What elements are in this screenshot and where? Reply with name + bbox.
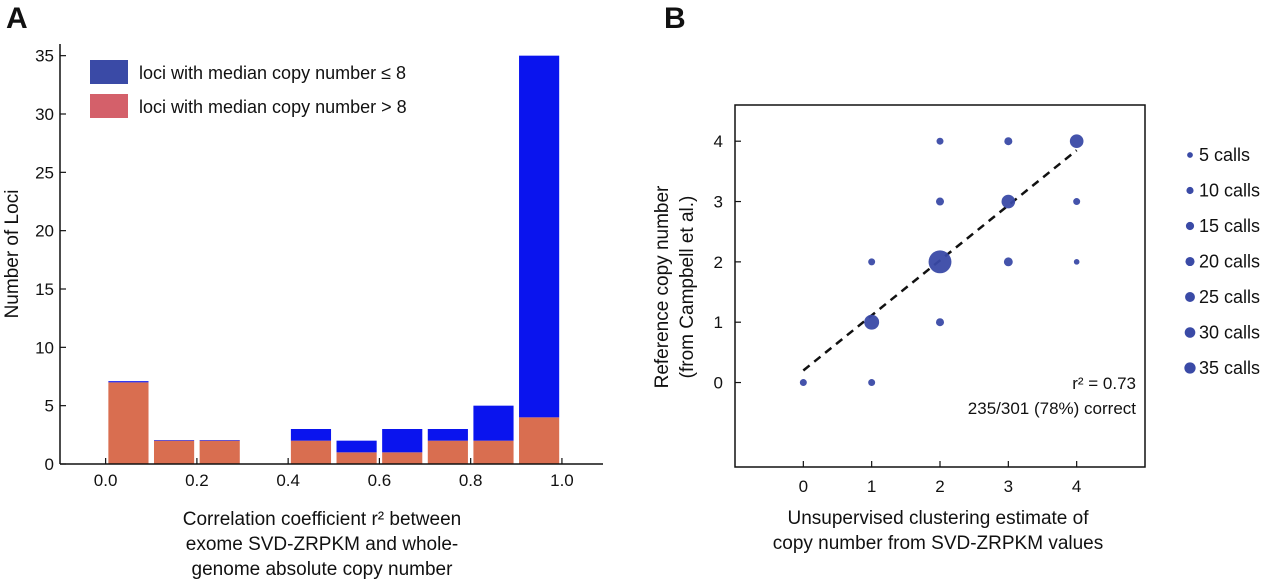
- histogram-x-axis-label-line-2: exome SVD-ZRPKM and whole-: [186, 534, 458, 555]
- bar-low-copy-0.1: [153, 440, 195, 441]
- bar-high-copy-0.7: [427, 440, 468, 464]
- bar-high-copy-0.1: [153, 440, 195, 464]
- size-legend-marker: [1185, 292, 1195, 302]
- bar-low-copy-0.4: [290, 429, 332, 441]
- point-0-0: [799, 379, 807, 387]
- size-legend-label: 35 calls: [1199, 358, 1260, 378]
- histogram-x-axis-label-line-1: Correlation coefficient r² between: [183, 509, 461, 530]
- histogram-y-tick-label: 0: [45, 455, 54, 474]
- bar-low-copy-0.0: [108, 381, 149, 383]
- size-legend-marker: [1184, 362, 1196, 374]
- point-1-1: [864, 314, 880, 330]
- scatter-y-axis-label-line-2: (from Campbell et al.): [677, 196, 698, 379]
- point-3-2: [1003, 257, 1013, 267]
- histogram-x-ticks: 0.0 0.2 0.4 0.6 0.8 1.0: [94, 458, 574, 490]
- point-2-2: [928, 250, 952, 274]
- legend-label-high-copy: loci with median copy number > 8: [139, 97, 407, 117]
- point-4-3: [1073, 198, 1081, 206]
- size-legend-label: 20 calls: [1199, 252, 1260, 272]
- histogram-y-tick-label: 10: [35, 338, 54, 357]
- point-4-4: [1069, 134, 1084, 149]
- scatter-x-axis-label-line-1: Unsupervised clustering estimate of: [788, 508, 1090, 529]
- scatter-y-tick-label: 2: [714, 253, 723, 272]
- size-legend-marker: [1185, 221, 1195, 231]
- point-1-0: [868, 379, 876, 387]
- histogram-y-tick-label: 35: [35, 47, 54, 66]
- panel-a-label: A: [6, 2, 28, 35]
- histogram-y-tick-label: 20: [35, 222, 54, 241]
- size-legend-label: 5 calls: [1199, 145, 1250, 165]
- size-legend: 5 calls 10 calls 15 calls 20 calls 25 calls 3…: [1184, 145, 1260, 378]
- legend-label-low-copy: loci with median copy number ≤ 8: [139, 63, 406, 83]
- legend-swatch-high-copy: [90, 94, 128, 118]
- bar-low-copy-0.5: [336, 440, 377, 453]
- scatter-x-tick-label: 0: [799, 477, 808, 496]
- size-legend-label: 25 calls: [1199, 287, 1260, 307]
- size-legend-label: 15 calls: [1199, 216, 1260, 236]
- scatter-y-axis-label-line-1: Reference copy number: [652, 185, 673, 388]
- scatter-points: [799, 134, 1084, 387]
- histogram-x-tick-label: 1.0: [550, 471, 574, 490]
- histogram-bars: [108, 55, 560, 464]
- point-3-4: [1004, 137, 1013, 146]
- size-legend-label: 30 calls: [1199, 323, 1260, 343]
- point-2-4: [936, 137, 944, 145]
- histogram-x-tick-label: 0.4: [276, 471, 300, 490]
- size-legend-marker: [1185, 256, 1195, 267]
- scatter-x-ticks: 0 1 2 3 4: [799, 461, 1081, 496]
- r-squared-annotation: r² = 0.73: [1072, 374, 1136, 393]
- histogram-y-tick-label: 25: [35, 163, 54, 182]
- scatter-panel: 0 1 2 3 4 0 1 2 3 4 Reference copy number (from …: [652, 104, 1260, 554]
- scatter-y-tick-label: 0: [714, 374, 723, 393]
- histogram-legend: loci with median copy number ≤ 8 loci wi…: [90, 60, 407, 118]
- size-legend-marker: [1184, 327, 1196, 338]
- histogram-x-tick-label: 0.6: [368, 471, 392, 490]
- bar-high-copy-0.4: [290, 440, 332, 464]
- histogram-y-tick-label: 15: [35, 280, 54, 299]
- scatter-y-tick-label: 1: [714, 313, 723, 332]
- point-2-1: [935, 318, 945, 327]
- bar-high-copy-0.0: [108, 382, 149, 464]
- point-2-3: [935, 197, 945, 206]
- bar-low-copy-0.8: [473, 405, 514, 441]
- legend-swatch-low-copy: [90, 60, 128, 84]
- scatter-y-tick-label: 3: [714, 193, 723, 212]
- point-4-2: [1073, 259, 1080, 265]
- size-legend-marker: [1187, 152, 1193, 158]
- histogram-x-tick-label: 0.0: [94, 471, 118, 490]
- bar-high-copy-0.6: [382, 452, 423, 464]
- histogram-y-tick-label: 30: [35, 105, 54, 124]
- scatter-x-axis-label-line-2: copy number from SVD-ZRPKM values: [773, 533, 1104, 554]
- histogram-y-axis-label: Number of Loci: [2, 190, 23, 319]
- histogram-y-tick-label: 5: [45, 397, 54, 416]
- bar-high-copy-0.8: [473, 440, 514, 464]
- scatter-y-tick-label: 4: [714, 132, 723, 151]
- bar-high-copy-0.9: [519, 417, 560, 464]
- scatter-y-ticks: 0 1 2 3 4: [714, 132, 741, 393]
- scatter-x-tick-label: 2: [935, 477, 944, 496]
- bar-low-copy-0.9: [519, 55, 560, 418]
- scatter-x-tick-label: 1: [867, 477, 876, 496]
- size-legend-label: 10 calls: [1199, 181, 1260, 201]
- size-legend-marker: [1186, 186, 1194, 195]
- histogram-panel: 0 5 10 15 20 25 30 35 0.0 0.2 0.4 0.6 0.8 1.0 Number…: [2, 44, 603, 580]
- histogram-x-tick-label: 0.2: [185, 471, 209, 490]
- bar-low-copy-0.6: [382, 429, 423, 453]
- bar-high-copy-0.2: [199, 440, 240, 464]
- histogram-y-ticks: 0 5 10 15 20 25 30 35: [35, 47, 66, 474]
- point-3-3: [1001, 194, 1016, 209]
- bar-low-copy-0.2: [199, 440, 240, 441]
- panel-b-label: B: [664, 2, 686, 35]
- scatter-x-tick-label: 3: [1004, 477, 1013, 496]
- bar-low-copy-0.7: [427, 429, 468, 441]
- histogram-x-tick-label: 0.8: [459, 471, 483, 490]
- accuracy-annotation: 235/301 (78%) correct: [968, 399, 1136, 418]
- histogram-x-axis-label-line-3: genome absolute copy number: [192, 559, 454, 580]
- bar-high-copy-0.5: [336, 452, 377, 464]
- point-1-2: [868, 258, 876, 266]
- scatter-x-tick-label: 4: [1072, 477, 1081, 496]
